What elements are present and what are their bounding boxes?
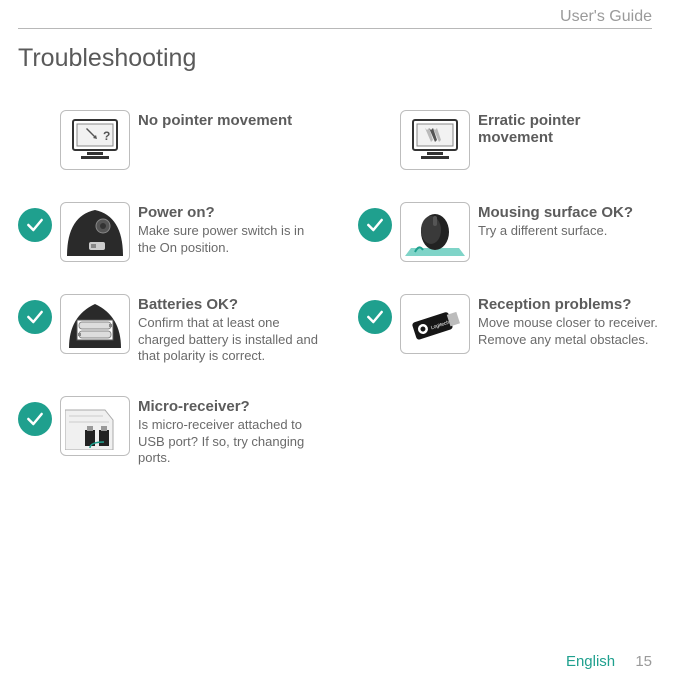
footer-language: English — [566, 653, 615, 670]
page-title: Troubleshooting — [18, 44, 196, 73]
item-no-pointer: ? No pointer movement — [18, 110, 318, 170]
header-guide-label: User's Guide — [560, 8, 652, 26]
content-grid: ? No pointer movement Powe — [18, 110, 658, 466]
receiver-body: Is micro-receiver attached to USB port? … — [138, 417, 318, 466]
receiver-heading: Micro-receiver? — [138, 398, 318, 415]
check-icon — [358, 300, 392, 334]
batteries-icon — [60, 294, 130, 354]
batteries-heading: Batteries OK? — [138, 296, 318, 313]
surface-body: Try a different surface. — [478, 223, 658, 239]
power-on-heading: Power on? — [138, 204, 318, 221]
item-mousing-surface: Mousing surface OK? Try a different surf… — [358, 202, 658, 262]
check-icon — [18, 402, 52, 436]
header-rule — [18, 28, 652, 29]
check-icon — [358, 208, 392, 242]
item-power-on: Power on? Make sure power switch is in t… — [18, 202, 318, 262]
power-on-body: Make sure power switch is in the On posi… — [138, 223, 318, 256]
monitor-question-icon: ? — [60, 110, 130, 170]
item-reception: Logitech Reception problems? Move mouse … — [358, 294, 658, 354]
no-pointer-heading: No pointer movement — [138, 112, 318, 129]
reception-heading: Reception problems? — [478, 296, 658, 313]
check-icon — [18, 208, 52, 242]
monitor-erratic-icon — [400, 110, 470, 170]
right-column: Erratic pointer movement Mousing surface… — [358, 110, 658, 466]
batteries-body: Confirm that at least one charged batter… — [138, 315, 318, 364]
reception-body: Move mouse closer to receiver. Remove an… — [478, 315, 658, 348]
footer-page-number: 15 — [635, 653, 652, 670]
check-icon — [18, 300, 52, 334]
mouse-power-icon — [60, 202, 130, 262]
usb-receiver-icon — [60, 396, 130, 456]
svg-text:?: ? — [103, 129, 110, 143]
footer: English 15 — [566, 653, 652, 670]
mouse-surface-icon — [400, 202, 470, 262]
receiver-dongle-icon: Logitech — [400, 294, 470, 354]
surface-heading: Mousing surface OK? — [478, 204, 658, 221]
item-micro-receiver: Micro-receiver? Is micro-receiver attach… — [18, 396, 318, 466]
item-batteries: Batteries OK? Confirm that at least one … — [18, 294, 318, 364]
left-column: ? No pointer movement Powe — [18, 110, 318, 466]
item-erratic-pointer: Erratic pointer movement — [358, 110, 658, 170]
erratic-heading: Erratic pointer movement — [478, 112, 658, 147]
